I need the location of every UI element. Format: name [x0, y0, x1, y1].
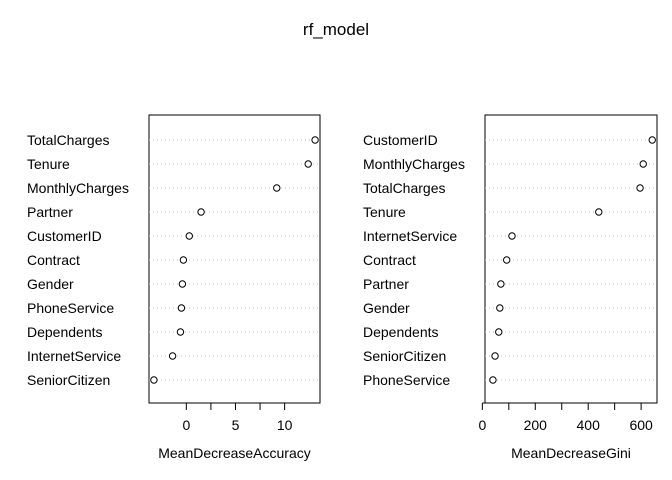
- category-label: Gender: [27, 276, 74, 292]
- category-label: Tenure: [27, 156, 70, 172]
- accuracy-panel: TotalCharges Tenure MonthlyCharges Partner C…: [27, 114, 321, 461]
- category-label: MonthlyCharges: [27, 180, 129, 196]
- x-tick-label: 5: [232, 417, 240, 433]
- category-label: PhoneService: [27, 300, 114, 316]
- category-label: Partner: [363, 276, 409, 292]
- data-point: [502, 256, 511, 264]
- data-point: [197, 208, 205, 216]
- x-tick-label: 200: [524, 417, 548, 433]
- data-point: [150, 376, 158, 384]
- category-label: Tenure: [363, 204, 406, 220]
- category-label: Gender: [363, 300, 410, 316]
- plot-frame: [484, 114, 658, 404]
- data-point: [636, 184, 644, 192]
- category-label: CustomerID: [363, 132, 438, 148]
- category-label: TotalCharges: [363, 180, 446, 196]
- data-point: [495, 328, 503, 336]
- category-label: Partner: [27, 204, 73, 220]
- data-point: [177, 304, 186, 312]
- data-point: [491, 352, 499, 360]
- data-point: [639, 160, 647, 168]
- data-point: [497, 280, 505, 288]
- data-point: [304, 160, 312, 168]
- plot-frame: [148, 114, 321, 404]
- category-label: TotalCharges: [27, 132, 110, 148]
- data-point: [178, 280, 187, 288]
- data-point: [273, 184, 281, 192]
- category-label: SeniorCitizen: [363, 348, 446, 364]
- data-point: [595, 208, 603, 216]
- gini-panel: CustomerID MonthlyCharges TotalCharges Tenu…: [363, 114, 658, 461]
- category-label: PhoneService: [363, 372, 450, 388]
- data-point: [648, 136, 656, 144]
- category-label: InternetService: [363, 228, 457, 244]
- x-tick-label: 400: [577, 417, 601, 433]
- data-point: [508, 232, 516, 240]
- category-label: SeniorCitizen: [27, 372, 110, 388]
- x-tick-label: 10: [277, 417, 293, 433]
- x-tick-label: 600: [629, 417, 653, 433]
- chart-title: rf_model: [303, 20, 369, 39]
- category-label: CustomerID: [27, 228, 102, 244]
- category-label: Contract: [27, 252, 80, 268]
- x-tick-label: 0: [478, 417, 486, 433]
- x-tick-label: 0: [182, 417, 190, 433]
- category-label: Contract: [363, 252, 416, 268]
- data-point: [496, 304, 504, 312]
- data-point: [185, 232, 193, 240]
- data-point: [489, 376, 497, 384]
- category-label: MonthlyCharges: [363, 156, 465, 172]
- data-point: [311, 136, 319, 144]
- data-point: [168, 352, 177, 360]
- category-label: Dependents: [27, 324, 103, 340]
- data-point: [176, 328, 185, 336]
- x-axis-label: MeanDecreaseGini: [511, 445, 631, 461]
- category-label: Dependents: [363, 324, 439, 340]
- data-point: [179, 256, 188, 264]
- category-label: InternetService: [27, 348, 121, 364]
- x-axis-label: MeanDecreaseAccuracy: [158, 445, 311, 461]
